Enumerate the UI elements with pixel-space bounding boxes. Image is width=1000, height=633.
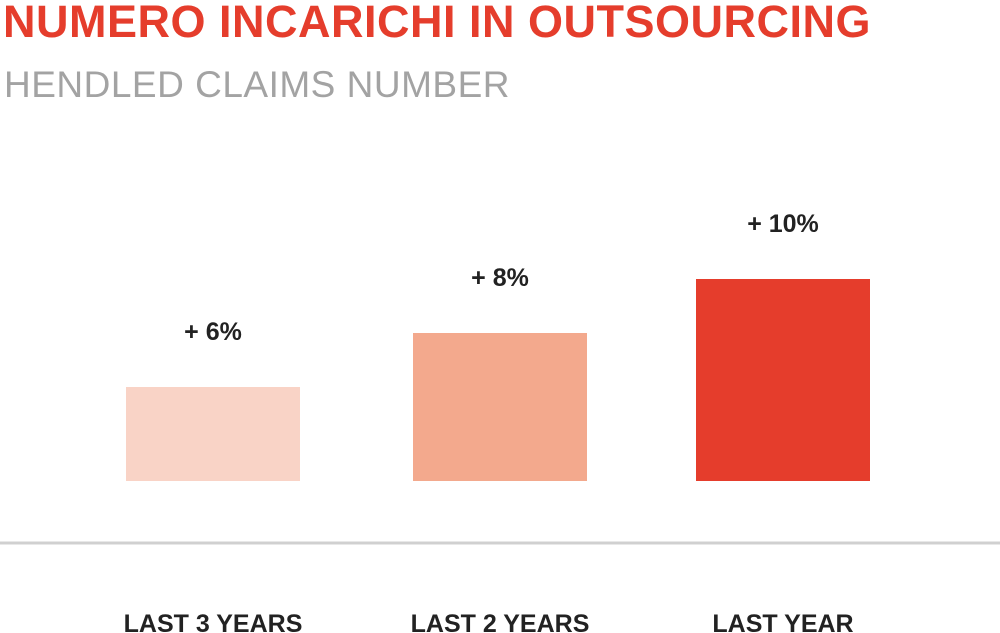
category-label-2: LAST 2 YEARS: [411, 610, 590, 633]
category-label-3: LAST YEAR: [712, 610, 853, 633]
category-label-1: LAST 3 YEARS: [124, 610, 303, 633]
bars-group: [126, 279, 870, 481]
value-label-2: + 8%: [471, 264, 529, 292]
value-label-3: + 10%: [747, 210, 819, 238]
chart-title: NUMERO INCARICHI IN OUTSOURCING: [3, 0, 871, 47]
chart-subtitle: HENDLED CLAIMS NUMBER: [4, 64, 510, 105]
value-labels-group: + 6% + 8% + 10%: [184, 210, 819, 346]
category-labels-group: LAST 3 YEARS LAST 2 YEARS LAST YEAR: [124, 610, 854, 633]
value-label-1: + 6%: [184, 318, 242, 346]
bar-2: [413, 333, 587, 481]
bar-3: [696, 279, 870, 481]
bar-1: [126, 387, 300, 481]
